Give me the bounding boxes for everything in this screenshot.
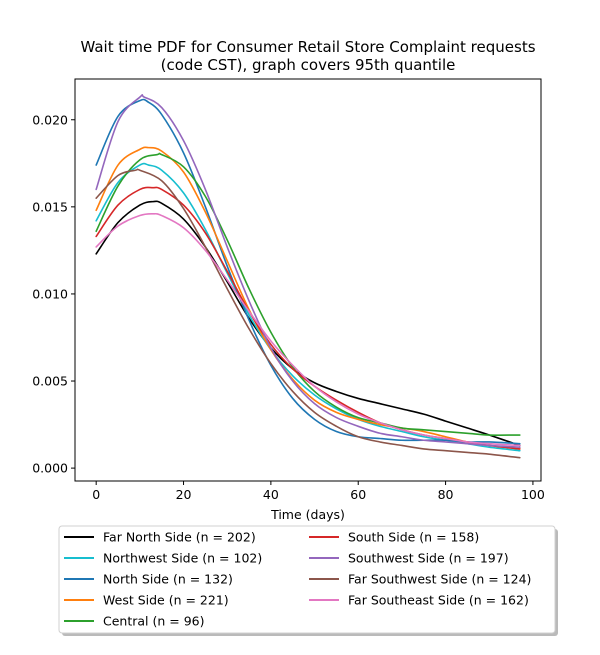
chart-title-line2: (code CST), graph covers 95th quantile	[161, 56, 456, 74]
legend-label: North Side (n = 132)	[103, 572, 233, 587]
y-tick-label: 0.020	[32, 112, 68, 127]
x-axis: 0 20 40 60 80 100	[92, 481, 545, 502]
legend-label: Southwest Side (n = 197)	[348, 551, 509, 566]
y-tick-label: 0.005	[32, 374, 68, 389]
legend-label: Far Southwest Side (n = 124)	[348, 572, 531, 587]
legend-item-9: Far Southeast Side (n = 162)	[309, 593, 529, 608]
y-tick-label: 0.015	[32, 199, 68, 214]
y-axis: 0.000 0.005 0.010 0.015 0.020	[32, 112, 75, 476]
series-line-4	[95, 146, 521, 450]
series-line-8	[95, 168, 521, 459]
x-tick-label: 100	[521, 487, 545, 502]
legend-label: Central (n = 96)	[103, 614, 205, 629]
chart-title-line1: Wait time PDF for Consumer Retail Store …	[80, 38, 535, 56]
legend-item-3: North Side (n = 132)	[64, 572, 233, 587]
legend-label: Far Southeast Side (n = 162)	[348, 593, 529, 608]
series-line-9	[95, 212, 521, 447]
y-tick-label: 0.000	[32, 461, 68, 476]
x-tick-label: 80	[438, 487, 454, 502]
legend-label: Far North Side (n = 202)	[103, 530, 256, 545]
plot-frame	[74, 78, 542, 482]
legend-item-5: Central (n = 96)	[64, 614, 205, 629]
legend-item-1: Far North Side (n = 202)	[64, 530, 256, 545]
legend-item-6: South Side (n = 158)	[309, 530, 479, 545]
legend-label: West Side (n = 221)	[103, 593, 229, 608]
y-tick-label: 0.010	[32, 286, 68, 301]
legend-item-7: Southwest Side (n = 197)	[309, 551, 509, 566]
legend: Far North Side (n = 202) Northwest Side (…	[58, 525, 558, 636]
series-line-2	[95, 162, 521, 452]
series-line-3	[95, 98, 521, 445]
series-line-1	[95, 200, 521, 447]
legend-item-2: Northwest Side (n = 102)	[64, 551, 262, 566]
x-tick-label: 40	[263, 487, 279, 502]
x-tick-label: 20	[176, 487, 192, 502]
x-tick-label: 60	[350, 487, 366, 502]
series-line-5	[95, 152, 521, 436]
legend-label: South Side (n = 158)	[348, 530, 479, 545]
legend-item-8: Far Southwest Side (n = 124)	[309, 572, 531, 587]
legend-frame	[58, 525, 556, 634]
series-line-7	[95, 94, 521, 449]
legend-item-4: West Side (n = 221)	[64, 593, 229, 608]
x-axis-label: Time (days)	[270, 507, 345, 522]
x-tick-label: 0	[92, 487, 100, 502]
plot-area	[95, 94, 521, 459]
legend-label: Northwest Side (n = 102)	[103, 551, 262, 566]
series-line-6	[95, 186, 521, 450]
